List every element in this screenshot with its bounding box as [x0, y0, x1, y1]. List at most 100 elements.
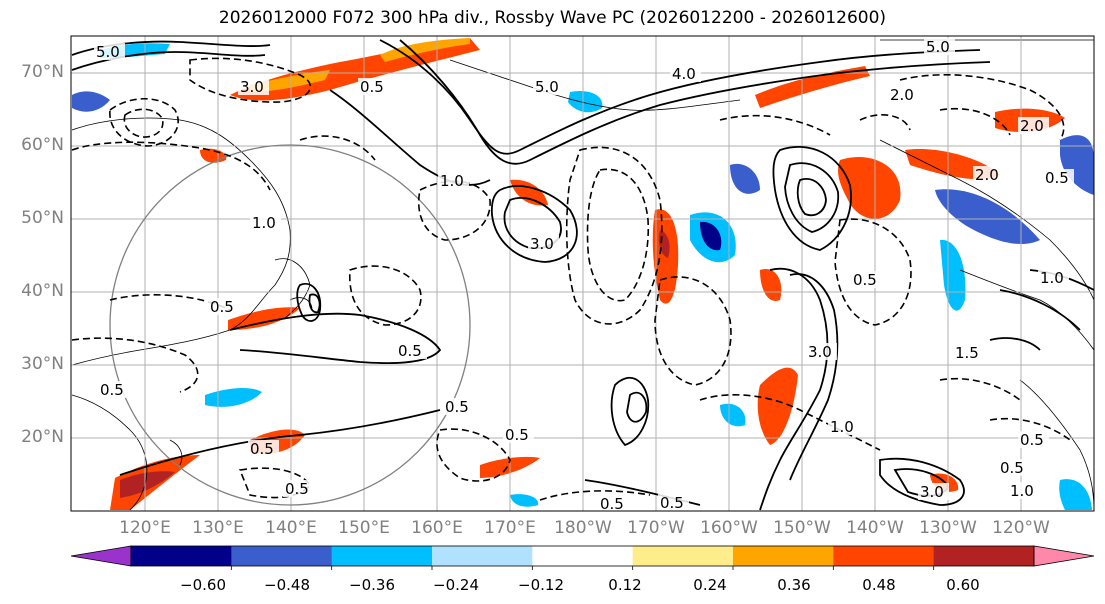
- contour-label: 0.5: [853, 271, 877, 289]
- contour-label-background: [503, 426, 534, 443]
- contour-label-background: [283, 480, 314, 497]
- contour-label: 0.5: [445, 398, 469, 416]
- contour-label-background: [1043, 169, 1074, 186]
- contour-label-background: [250, 214, 281, 231]
- positive-divergence-patch: [760, 269, 782, 301]
- negative-divergence-patch: [1060, 135, 1094, 195]
- colorbar-segment: [231, 546, 333, 566]
- contour-label-background: [98, 381, 129, 398]
- contour-label-background: [888, 86, 919, 103]
- contour-label: 1.0: [1040, 269, 1064, 287]
- contour-label-background: [358, 78, 389, 95]
- contour-labels: 5.0 3.0 0.5 1.0 3.0 0.5 5.0 4.0 5.0 2.0 2.0 0.5 1.0 3…: [94, 38, 1074, 513]
- colorbar-tick-label: 0.24: [693, 576, 727, 594]
- contour-label: 0.5: [398, 342, 422, 360]
- contour-label: 1.5: [955, 344, 979, 362]
- negative-divergence-patch: [510, 494, 539, 507]
- contour-label: 2.0: [1020, 117, 1044, 135]
- positive-divergence-patch: [250, 70, 330, 92]
- lat-label-50n: 50°N: [21, 208, 64, 228]
- contour-label: 0.5: [360, 78, 384, 96]
- contour-label: 3.0: [240, 78, 264, 96]
- map-frame: [70, 35, 1095, 512]
- lon-label-170e: 170°E: [484, 518, 536, 538]
- contour-label-background: [670, 65, 701, 82]
- negative-divergence-patch: [730, 163, 760, 194]
- coastlines: [71, 39, 1094, 511]
- contour-label-background: [396, 342, 427, 359]
- contour-label: 1.0: [252, 214, 276, 232]
- colorbar-tick-label: 0.60: [946, 576, 980, 594]
- lon-label-130w: 130°W: [919, 518, 977, 538]
- colorbar: [70, 545, 1095, 570]
- contour-label: 0.5: [250, 440, 274, 458]
- contour-label-background: [973, 166, 1004, 183]
- colorbar-tick-label: −0.12: [518, 576, 564, 594]
- positive-divergence-patch: [228, 307, 300, 330]
- contour-label-background: [1018, 117, 1049, 134]
- contour-label: 0.5: [1045, 169, 1069, 187]
- contour-label: 5.0: [535, 78, 559, 96]
- negative-divergence-patch: [72, 91, 110, 112]
- contour-label-background: [1038, 269, 1069, 286]
- colorbar-tick-label: −0.60: [180, 576, 226, 594]
- positive-divergence-patch: [757, 367, 798, 445]
- lon-label-130e: 130°E: [192, 518, 244, 538]
- contour-label: 2.0: [975, 166, 999, 184]
- positive-divergence-patch: [380, 38, 470, 62]
- positive-divergence-patch: [120, 471, 175, 498]
- contour-label-background: [208, 298, 239, 315]
- lat-label-30n: 30°N: [21, 354, 64, 374]
- colorbar-tick-label: −0.48: [264, 576, 310, 594]
- colorbar-tick-label: −0.24: [433, 576, 479, 594]
- colorbar-segment: [432, 546, 533, 566]
- negative-contours: [71, 57, 1071, 501]
- range-circle: [109, 144, 471, 506]
- contour-label: 0.5: [285, 480, 309, 498]
- contour-label-background: [598, 495, 629, 511]
- contour-label: 1.0: [440, 172, 464, 190]
- colorbar-frame: [130, 545, 1035, 567]
- contour-label-background: [851, 271, 882, 288]
- contour-label: 3.0: [808, 343, 832, 361]
- contour-label-background: [443, 398, 474, 415]
- contour-label-background: [238, 78, 269, 95]
- lon-label-140e: 140°E: [265, 518, 317, 538]
- colorbar-segment: [833, 546, 935, 566]
- positive-divergence-patch: [837, 156, 901, 219]
- lon-label-160e: 160°E: [411, 518, 463, 538]
- lat-label-70n: 70°N: [21, 62, 64, 82]
- contour-label: 1.0: [1010, 482, 1034, 500]
- colorbar-segment: [733, 546, 834, 566]
- lon-label-160w: 160°W: [700, 518, 758, 538]
- contour-label: 0.5: [660, 494, 684, 512]
- contour-label-background: [248, 440, 279, 457]
- lon-label-180w: 180°W: [554, 518, 612, 538]
- contour-label-background: [918, 483, 949, 500]
- contour-label-background: [1018, 431, 1049, 448]
- negative-divergence-patch: [205, 388, 262, 407]
- lon-label-150e: 150°E: [338, 518, 390, 538]
- contour-label-background: [806, 343, 837, 360]
- contour-label: 0.5: [100, 381, 124, 399]
- lon-label-120w: 120°W: [992, 518, 1050, 538]
- contour-label: 4.0: [672, 65, 696, 83]
- lon-label-150w: 150°W: [773, 518, 831, 538]
- lat-label-60n: 60°N: [21, 135, 64, 155]
- colorbar-extend-high: [1033, 545, 1095, 567]
- contour-label: 5.0: [96, 43, 120, 61]
- contour-label: 3.0: [920, 483, 944, 501]
- lon-label-140w: 140°W: [846, 518, 904, 538]
- colorbar-segment: [933, 546, 1035, 566]
- negative-divergence-patch: [720, 403, 746, 427]
- contour-label-background: [828, 418, 859, 435]
- lat-label-40n: 40°N: [21, 281, 64, 301]
- contour-label-background: [438, 172, 469, 189]
- contour-label: 0.5: [600, 495, 624, 513]
- negative-divergence-patch: [568, 90, 603, 113]
- negative-divergence-patch: [935, 189, 1040, 245]
- contour-label: 2.0: [890, 86, 914, 104]
- figure-title: 2026012000 F072 300 hPa div., Rossby Wav…: [218, 8, 887, 28]
